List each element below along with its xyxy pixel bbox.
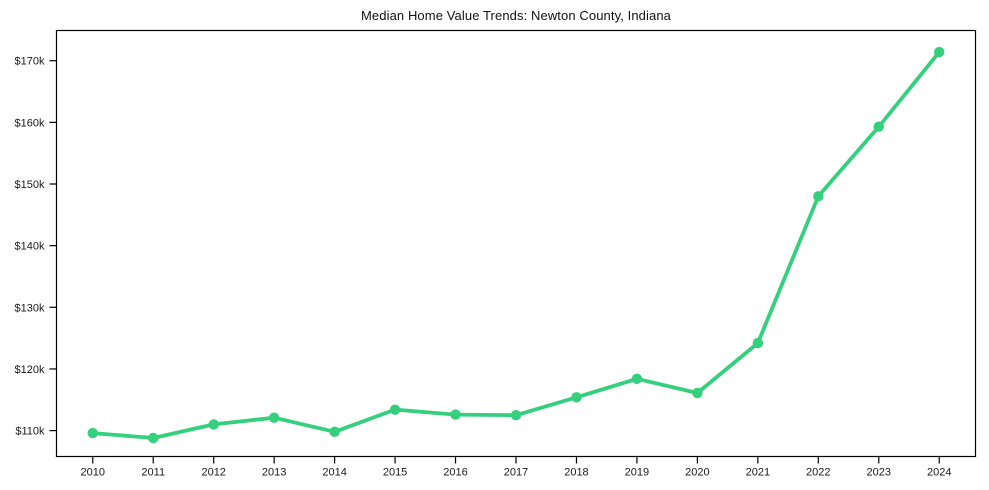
- x-tick-label: 2012: [201, 467, 225, 479]
- x-tick-label: 2020: [685, 467, 709, 479]
- y-tick-label: $120k: [15, 364, 45, 376]
- data-point: [934, 46, 945, 58]
- data-point: [571, 392, 582, 403]
- data-point: [148, 432, 159, 444]
- x-tick-label: 2014: [322, 467, 346, 479]
- data-point: [813, 191, 824, 202]
- data-point: [268, 412, 280, 423]
- y-tick-label: $170k: [15, 56, 45, 68]
- data-point: [208, 419, 219, 430]
- x-tick-label: 2016: [443, 467, 467, 479]
- x-tick-label: 2024: [927, 467, 951, 479]
- data-point: [873, 121, 884, 132]
- y-tick-label: $130k: [15, 302, 45, 314]
- y-tick-label: $160k: [15, 117, 45, 129]
- x-tick-label: 2019: [625, 467, 649, 479]
- x-tick-label: 2011: [141, 467, 165, 479]
- y-tick-label: $140k: [15, 241, 45, 253]
- chart-title: Median Home Value Trends: Newton County,…: [361, 8, 671, 23]
- data-point: [329, 426, 340, 438]
- data-point: [631, 373, 643, 385]
- data-point: [450, 409, 461, 420]
- x-tick-label: 2017: [504, 467, 528, 479]
- x-tick-label: 2021: [746, 467, 770, 479]
- data-point: [752, 337, 764, 349]
- data-point: [389, 404, 401, 415]
- y-tick-label: $150k: [15, 179, 45, 191]
- x-tick-label: 2010: [81, 467, 105, 479]
- x-tick-label: 2018: [564, 467, 588, 479]
- x-tick-label: 2015: [383, 467, 407, 479]
- data-point: [87, 427, 98, 439]
- data-point: [510, 409, 522, 421]
- data-point: [692, 387, 703, 399]
- x-tick-label: 2023: [867, 467, 891, 479]
- y-tick-label: $110k: [15, 426, 45, 438]
- x-tick-label: 2013: [262, 467, 286, 479]
- plot-border: [55, 29, 977, 458]
- x-tick-label: 2022: [806, 467, 830, 479]
- trend-line: [90, 50, 942, 440]
